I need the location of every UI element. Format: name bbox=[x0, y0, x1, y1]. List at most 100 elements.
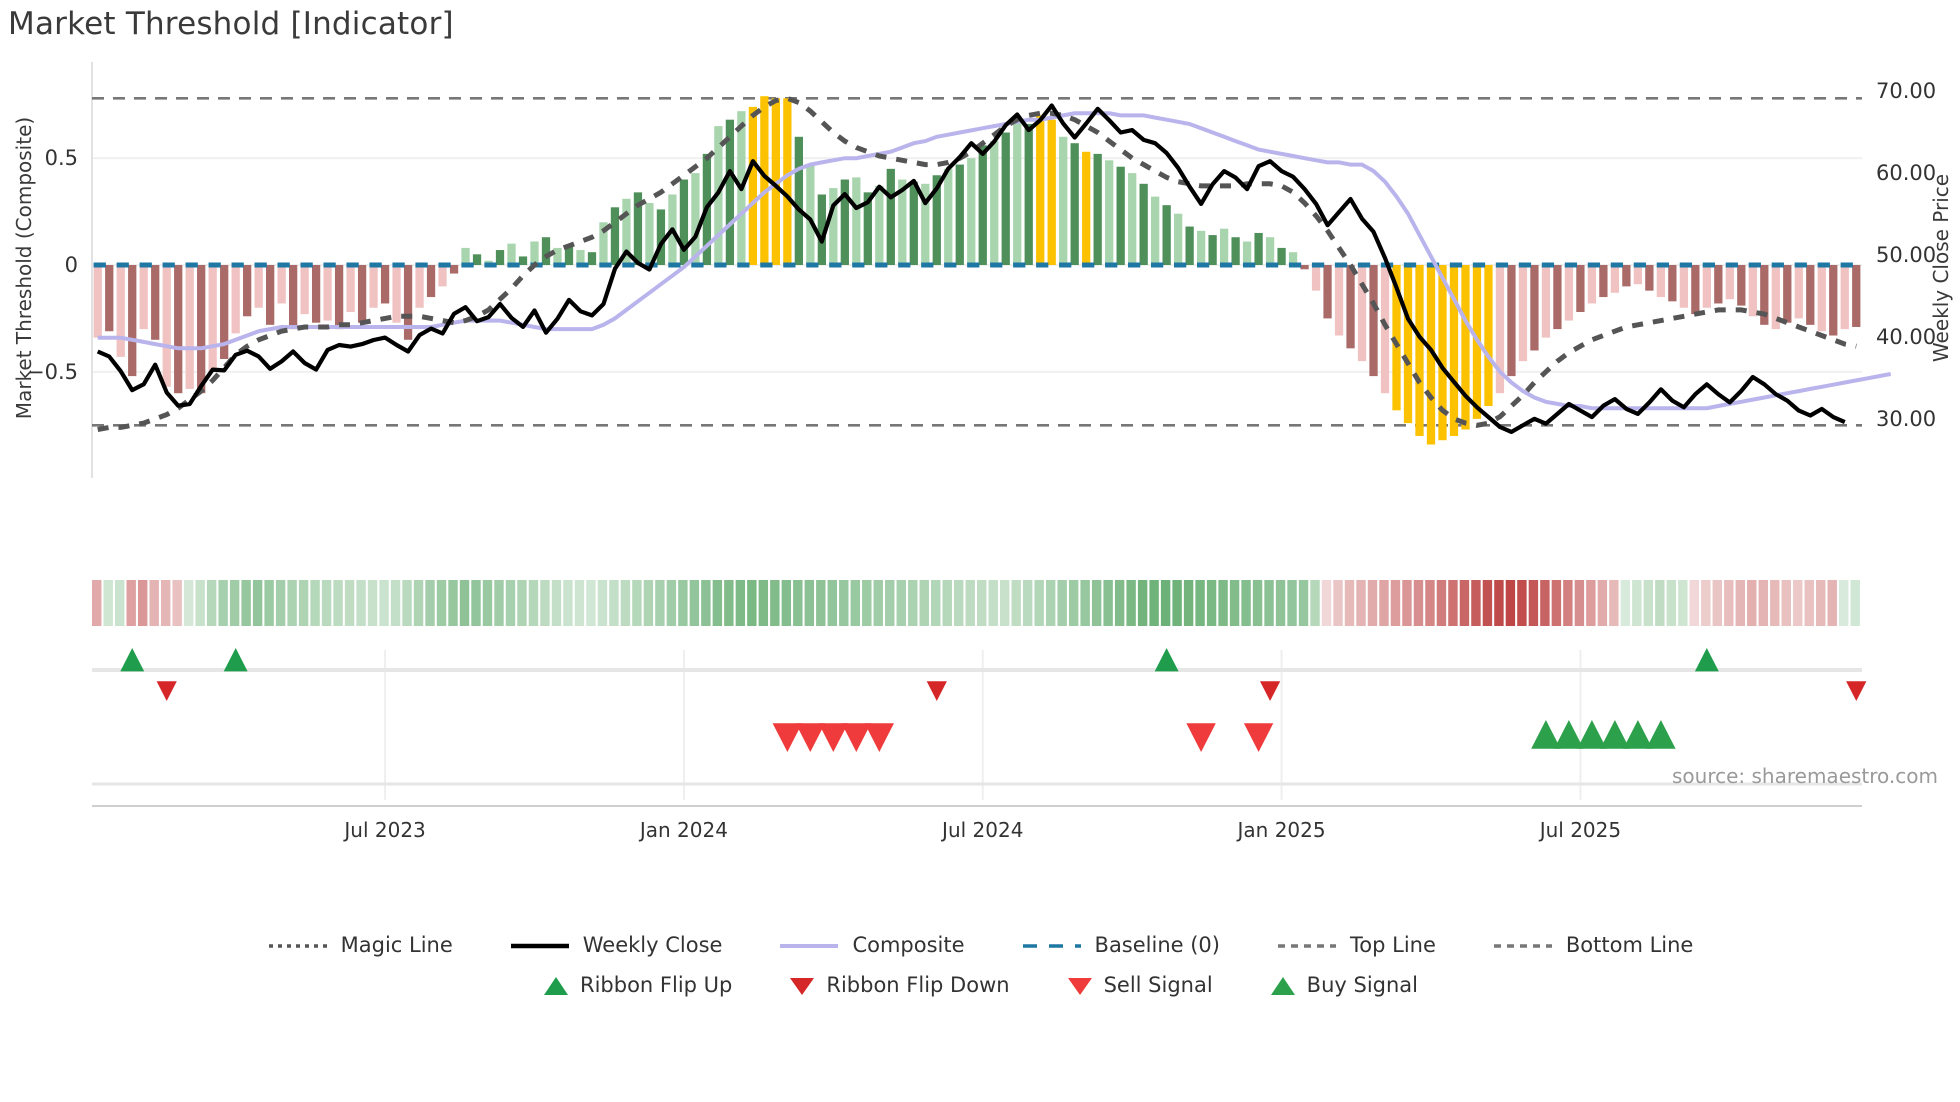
legend-item-3[interactable]: Baseline (0) bbox=[1021, 933, 1220, 957]
composite-bar bbox=[369, 265, 378, 308]
source-attribution: source: sharemaestro.com bbox=[1672, 764, 1938, 788]
composite-bar bbox=[691, 173, 700, 265]
ribbon-cell bbox=[1712, 580, 1723, 626]
ribbon-cell bbox=[931, 580, 941, 626]
composite-bar bbox=[1507, 265, 1516, 377]
composite-bar bbox=[357, 265, 367, 323]
legend-item-0[interactable]: Magic Line bbox=[267, 933, 453, 957]
ribbon-cell bbox=[839, 580, 849, 626]
right-tick: 40.00 bbox=[1876, 324, 1937, 349]
legend-label: Baseline (0) bbox=[1094, 933, 1220, 957]
ribbon-cell bbox=[1022, 580, 1033, 626]
ribbon-cell bbox=[724, 580, 734, 626]
composite-bar bbox=[277, 265, 286, 304]
composite-bar bbox=[725, 119, 735, 266]
legend-item-1[interactable]: Weekly Close bbox=[509, 933, 722, 957]
ribbon-cell bbox=[1632, 580, 1642, 626]
legend-marker-item-0[interactable]: Ribbon Flip Up bbox=[542, 973, 732, 997]
legend-item-2[interactable]: Composite bbox=[778, 933, 965, 957]
ribbon-cell bbox=[1517, 580, 1527, 626]
ribbon-cell bbox=[804, 580, 815, 626]
ribbon-cell bbox=[1241, 580, 1251, 626]
composite-bar bbox=[174, 265, 183, 394]
legend-marker-item-2[interactable]: Sell Signal bbox=[1066, 973, 1213, 997]
ribbon-cell bbox=[1816, 580, 1826, 626]
composite-bar bbox=[472, 254, 482, 265]
composite-bar bbox=[1599, 265, 1608, 298]
composite-bar bbox=[128, 265, 137, 377]
ribbon-cell bbox=[1758, 580, 1768, 626]
triangle-down-icon bbox=[788, 975, 815, 995]
composite-bar bbox=[1656, 265, 1666, 298]
composite-bar bbox=[1036, 115, 1045, 265]
ribbon-cell bbox=[448, 580, 458, 626]
composite-bar bbox=[1495, 265, 1505, 394]
composite-bar bbox=[415, 265, 424, 308]
ribbon-cell bbox=[1206, 580, 1217, 626]
ribbon-cell bbox=[712, 580, 723, 626]
left-tick: 0 bbox=[64, 253, 78, 277]
composite-bar bbox=[1346, 265, 1355, 349]
ribbon-cell bbox=[1724, 580, 1734, 626]
ribbon-cell bbox=[1126, 580, 1136, 626]
composite-bar bbox=[1737, 265, 1746, 306]
chart-legend: Magic Line Weekly Close Composite Baseline … bbox=[0, 925, 1960, 1005]
legend-item-5[interactable]: Bottom Line bbox=[1492, 933, 1693, 957]
composite-bar bbox=[679, 179, 689, 265]
ribbon-cell bbox=[1252, 580, 1263, 626]
composite-bar bbox=[1817, 265, 1826, 332]
composite-bar bbox=[1093, 153, 1102, 265]
ribbon-cell bbox=[1850, 580, 1860, 626]
legend-marker-item-3[interactable]: Buy Signal bbox=[1269, 973, 1418, 997]
legend-item-4[interactable]: Top Line bbox=[1276, 933, 1436, 957]
triangle-down-icon bbox=[1066, 975, 1092, 995]
ribbon-cell bbox=[1471, 580, 1481, 626]
ribbon-cell bbox=[1379, 580, 1389, 626]
composite-bar bbox=[1760, 265, 1769, 325]
composite-bar bbox=[806, 164, 815, 265]
composite-bar bbox=[1334, 265, 1344, 336]
ribbon-cell bbox=[1701, 580, 1711, 626]
composite-bar bbox=[139, 265, 148, 330]
composite-bar bbox=[1357, 265, 1367, 362]
ribbon-cell bbox=[1689, 580, 1700, 626]
ribbon-cell bbox=[1482, 580, 1493, 626]
composite-bar bbox=[599, 222, 608, 265]
buy-signal-marker bbox=[1531, 720, 1561, 749]
composite-bar bbox=[1714, 265, 1723, 304]
ribbon-cell bbox=[655, 580, 665, 626]
ribbon-cell bbox=[241, 580, 251, 626]
composite-bar bbox=[794, 136, 803, 265]
composite-bar bbox=[932, 175, 941, 265]
composite-bar bbox=[1541, 265, 1551, 338]
ribbon-cell bbox=[1034, 580, 1044, 626]
composite-bar bbox=[1725, 265, 1734, 300]
ribbon-cell bbox=[1804, 580, 1814, 626]
ribbon-cell bbox=[413, 580, 424, 626]
composite-bar bbox=[1691, 265, 1700, 315]
ribbon-cell bbox=[1367, 580, 1378, 626]
buy-signal-marker bbox=[1623, 720, 1653, 749]
ribbon-cell bbox=[643, 580, 654, 626]
ribbon-cell bbox=[701, 580, 711, 626]
legend-marker-item-1[interactable]: Ribbon Flip Down bbox=[788, 973, 1010, 997]
right-tick: 70.00 bbox=[1876, 78, 1937, 103]
composite-bar bbox=[1783, 265, 1792, 323]
ribbon-cell bbox=[540, 580, 550, 626]
ribbon-cell bbox=[609, 580, 619, 626]
composite-bar bbox=[1265, 237, 1275, 265]
ribbon-cell bbox=[1528, 580, 1539, 626]
composite-bar bbox=[438, 265, 447, 287]
ribbon-cell bbox=[999, 580, 1010, 626]
x-tick: Jul 2025 bbox=[1539, 818, 1622, 842]
composite-bar bbox=[1082, 151, 1091, 265]
composite-bar bbox=[875, 185, 884, 265]
ribbon-cell bbox=[758, 580, 769, 626]
ribbon-cell bbox=[1793, 580, 1803, 626]
composite-bar bbox=[1610, 265, 1620, 293]
ribbon-cell bbox=[850, 580, 860, 626]
sell-signal-marker bbox=[864, 723, 894, 752]
ribbon-cell bbox=[1413, 580, 1424, 626]
composite-bar bbox=[346, 265, 355, 313]
composite-bar bbox=[1645, 265, 1654, 291]
